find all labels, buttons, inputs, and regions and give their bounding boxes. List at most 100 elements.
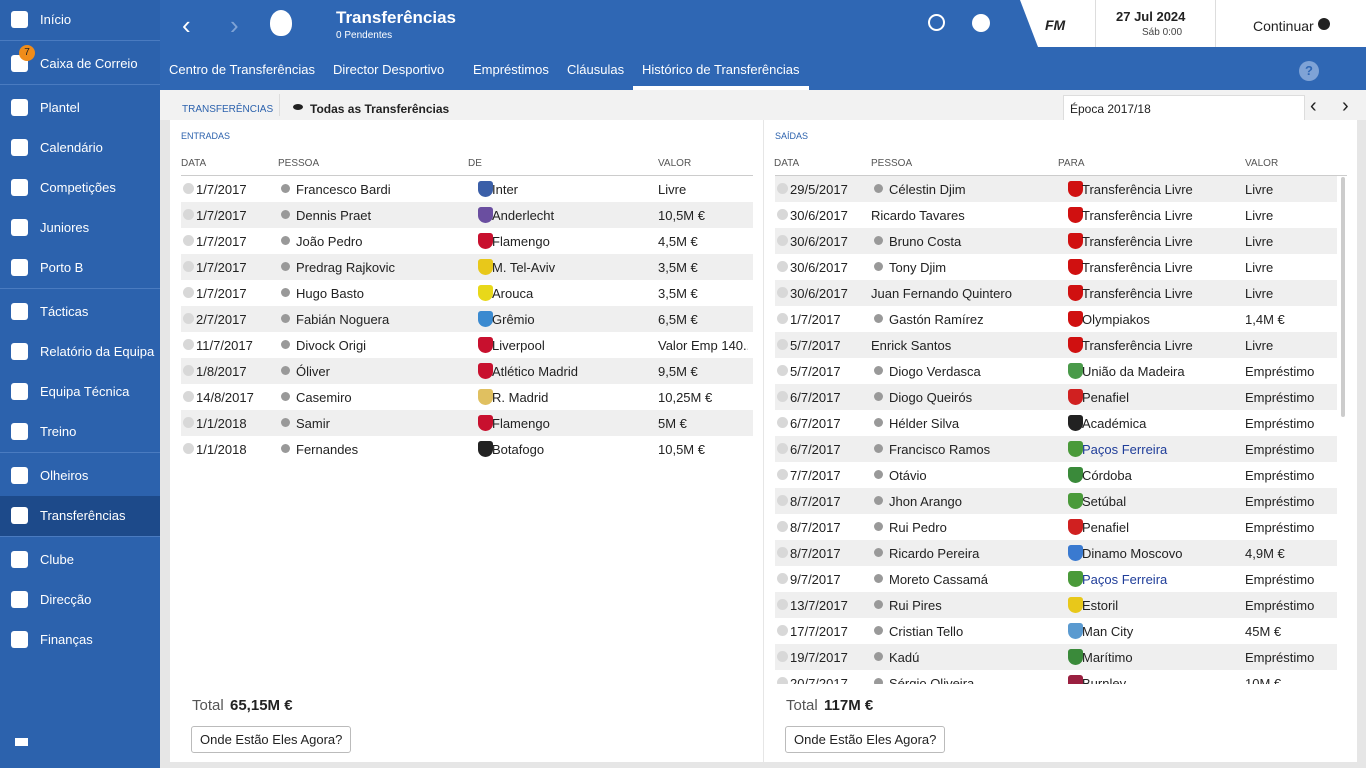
table-row[interactable]: 19/7/2017 Kadú Marítimo Empréstimo <box>775 644 1337 670</box>
table-row[interactable]: 1/7/2017 João Pedro Flamengo 4,5M € <box>181 228 753 254</box>
tab[interactable]: Centro de Transferências <box>169 62 315 77</box>
nav-item[interactable]: Início <box>0 0 160 40</box>
person[interactable]: João Pedro <box>296 234 363 249</box>
table-row[interactable]: 1/1/2018 Fernandes Botafogo 10,5M € <box>181 436 753 462</box>
table-row[interactable]: 1/7/2017 Francesco Bardi Inter Livre <box>181 176 753 202</box>
club[interactable]: Paços Ferreira <box>1082 442 1168 457</box>
person[interactable]: Diogo Queirós <box>889 390 973 405</box>
date[interactable]: 27 Jul 2024 <box>1116 9 1186 24</box>
club[interactable]: Paços Ferreira <box>1082 572 1168 587</box>
table-row[interactable]: 20/7/2017 Sérgio Oliveira Burnley 10M € <box>775 670 1337 684</box>
table-row[interactable]: 7/7/2017 Otávio Córdoba Empréstimo <box>775 462 1337 488</box>
club[interactable]: Dinamo Moscovo <box>1082 546 1183 561</box>
person[interactable]: Casemiro <box>296 390 352 405</box>
table-row[interactable]: 1/8/2017 Óliver Atlético Madrid 9,5M € <box>181 358 753 384</box>
nav-item[interactable]: Clube <box>0 540 160 580</box>
person[interactable]: Hugo Basto <box>296 286 364 301</box>
club[interactable]: Córdoba <box>1082 468 1132 483</box>
person[interactable]: Óliver <box>296 364 330 379</box>
person[interactable]: Fabián Noguera <box>296 312 390 327</box>
person[interactable]: Cristian Tello <box>889 624 964 639</box>
club-crest[interactable] <box>270 10 292 36</box>
person[interactable]: Ricardo Pereira <box>889 546 980 561</box>
person[interactable]: Tony Djim <box>889 260 947 275</box>
person[interactable]: Dennis Praet <box>296 208 372 223</box>
person[interactable]: Sérgio Oliveira <box>889 676 975 684</box>
person[interactable]: Bruno Costa <box>889 234 962 249</box>
nav-item[interactable]: Equipa Técnica <box>0 372 160 412</box>
table-row[interactable]: 6/7/2017 Diogo Queirós Penafiel Empréstimo <box>775 384 1337 410</box>
club[interactable]: M. Tel-Aviv <box>492 260 556 275</box>
table-row[interactable]: 1/1/2018 Samir Flamengo 5M € <box>181 410 753 436</box>
person[interactable]: Ricardo Tavares <box>871 208 965 223</box>
person[interactable]: Predrag Rajkovic <box>296 260 395 275</box>
nav-item[interactable]: Porto B <box>0 248 160 288</box>
club[interactable]: Burnley <box>1082 676 1127 684</box>
tab[interactable]: Empréstimos <box>473 62 549 77</box>
person[interactable]: Enrick Santos <box>871 338 952 353</box>
tab[interactable]: Histórico de Transferências <box>642 62 800 77</box>
club[interactable]: Setúbal <box>1082 494 1127 509</box>
nav-item[interactable]: Finanças <box>0 620 160 660</box>
person[interactable]: Divock Origi <box>296 338 367 353</box>
nav-item[interactable]: Relatório da Equipa <box>0 332 160 372</box>
club[interactable]: Transferência Livre <box>1082 208 1193 223</box>
person[interactable]: Gastón Ramírez <box>889 312 984 327</box>
club[interactable]: Liverpool <box>492 338 545 353</box>
person[interactable]: Rui Pires <box>889 598 942 613</box>
club[interactable]: Transferência Livre <box>1082 338 1193 353</box>
search-button[interactable] <box>928 14 945 31</box>
nav-item[interactable]: Juniores <box>0 208 160 248</box>
club[interactable]: Olympiakos <box>1082 312 1150 327</box>
club[interactable]: Inter <box>492 182 519 197</box>
table-row[interactable]: 2/7/2017 Fabián Noguera Grêmio 6,5M € <box>181 306 753 332</box>
club[interactable]: Atlético Madrid <box>492 364 578 379</box>
table-row[interactable]: 17/7/2017 Cristian Tello Man City 45M € <box>775 618 1337 644</box>
person[interactable]: Kadú <box>889 650 920 665</box>
person[interactable]: Fernandes <box>296 442 359 457</box>
table-row[interactable]: 13/7/2017 Rui Pires Estoril Empréstimo <box>775 592 1337 618</box>
club[interactable]: Anderlecht <box>492 208 555 223</box>
nav-item[interactable]: Treino <box>0 412 160 452</box>
table-row[interactable]: 6/7/2017 Hélder Silva Académica Empréstimo <box>775 410 1337 436</box>
table-row[interactable]: 11/7/2017 Divock Origi Liverpool Valor Emp … <box>181 332 753 358</box>
club[interactable]: União da Madeira <box>1082 364 1185 379</box>
table-row[interactable]: 5/7/2017 Diogo Verdasca União da Madeira Em… <box>775 358 1337 384</box>
nav-item[interactable]: Competições <box>0 168 160 208</box>
club[interactable]: R. Madrid <box>492 390 549 405</box>
person[interactable]: Jhon Arango <box>889 494 963 509</box>
table-row[interactable]: 1/7/2017 Dennis Praet Anderlecht 10,5M € <box>181 202 753 228</box>
nav-item[interactable]: Calendário <box>0 128 160 168</box>
person[interactable]: Diogo Verdasca <box>889 364 981 379</box>
continue-button[interactable]: Continuar <box>1253 18 1314 34</box>
club[interactable]: Man City <box>1082 624 1134 639</box>
table-row[interactable]: 30/6/2017 Tony Djim Transferência Livre Liv… <box>775 254 1337 280</box>
where-now-button[interactable]: Onde Estão Eles Agora? <box>785 726 946 753</box>
club[interactable]: Transferência Livre <box>1082 234 1193 249</box>
table-row[interactable]: 1/7/2017 Hugo Basto Arouca 3,5M € <box>181 280 753 306</box>
table-row[interactable]: 30/6/2017 Juan Fernando Quintero Transferê… <box>775 280 1337 306</box>
table-row[interactable]: 8/7/2017 Rui Pedro Penafiel Empréstimo <box>775 514 1337 540</box>
person[interactable]: Francisco Ramos <box>889 442 991 457</box>
person[interactable]: Hélder Silva <box>889 416 960 431</box>
next-season[interactable]: › <box>1342 95 1349 117</box>
help-button[interactable]: ? <box>1299 61 1319 81</box>
nav-item[interactable]: Plantel <box>0 88 160 128</box>
nav-item[interactable]: Olheiros <box>0 456 160 496</box>
nav-item[interactable]: Tácticas <box>0 292 160 332</box>
nav-item[interactable]: Transferências <box>0 496 160 536</box>
club[interactable]: Académica <box>1082 416 1147 431</box>
forward-button[interactable]: › <box>230 10 239 40</box>
club[interactable]: Penafiel <box>1082 520 1129 535</box>
table-row[interactable]: 8/7/2017 Ricardo Pereira Dinamo Moscovo 4,9… <box>775 540 1337 566</box>
tab[interactable]: Cláusulas <box>567 62 625 77</box>
back-button[interactable]: ‹ <box>182 10 191 40</box>
nav-item[interactable]: Direcção <box>0 580 160 620</box>
table-row[interactable]: 1/7/2017 Predrag Rajkovic M. Tel-Aviv 3,5M … <box>181 254 753 280</box>
club[interactable]: Marítimo <box>1082 650 1133 665</box>
tab[interactable]: Director Desportivo <box>333 62 445 77</box>
person[interactable]: Francesco Bardi <box>296 182 391 197</box>
club[interactable]: Penafiel <box>1082 390 1129 405</box>
table-row[interactable]: 30/6/2017 Bruno Costa Transferência Livre L… <box>775 228 1337 254</box>
table-row[interactable]: 1/7/2017 Gastón Ramírez Olympiakos 1,4M € <box>775 306 1337 332</box>
